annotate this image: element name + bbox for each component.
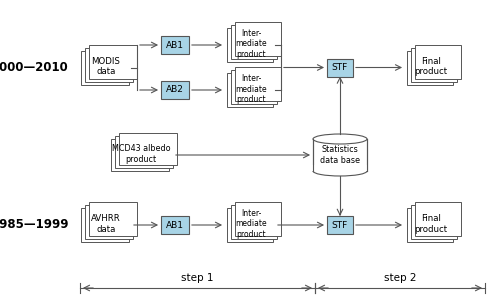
FancyBboxPatch shape [235, 202, 281, 236]
Text: STF: STF [332, 221, 348, 230]
FancyBboxPatch shape [81, 50, 129, 84]
FancyBboxPatch shape [227, 73, 273, 107]
FancyBboxPatch shape [415, 44, 461, 79]
FancyBboxPatch shape [85, 205, 133, 239]
FancyBboxPatch shape [231, 205, 277, 239]
FancyBboxPatch shape [231, 70, 277, 104]
FancyBboxPatch shape [89, 202, 137, 236]
FancyBboxPatch shape [411, 47, 457, 81]
FancyBboxPatch shape [415, 202, 461, 236]
FancyBboxPatch shape [407, 208, 453, 242]
FancyBboxPatch shape [85, 47, 133, 81]
FancyBboxPatch shape [115, 136, 173, 168]
FancyBboxPatch shape [81, 208, 129, 242]
FancyBboxPatch shape [235, 67, 281, 101]
FancyBboxPatch shape [227, 208, 273, 242]
FancyBboxPatch shape [227, 28, 273, 62]
Text: MODIS
data: MODIS data [92, 57, 120, 76]
FancyBboxPatch shape [235, 22, 281, 56]
FancyBboxPatch shape [119, 133, 177, 165]
Ellipse shape [313, 166, 367, 176]
FancyBboxPatch shape [161, 216, 189, 234]
FancyBboxPatch shape [411, 205, 457, 239]
Text: step 2: step 2 [384, 273, 416, 283]
FancyBboxPatch shape [231, 25, 277, 59]
Text: Inter-
mediate
product: Inter- mediate product [235, 209, 267, 239]
Text: Inter-
mediate
product: Inter- mediate product [235, 29, 267, 59]
Text: Final
product: Final product [414, 214, 448, 234]
FancyBboxPatch shape [327, 58, 353, 76]
FancyBboxPatch shape [89, 44, 137, 79]
FancyBboxPatch shape [313, 139, 367, 171]
FancyBboxPatch shape [312, 165, 368, 171]
FancyBboxPatch shape [407, 50, 453, 84]
FancyBboxPatch shape [327, 216, 353, 234]
Text: 2000—2010: 2000—2010 [0, 61, 68, 74]
FancyBboxPatch shape [161, 81, 189, 99]
Ellipse shape [313, 134, 367, 144]
Text: Inter-
mediate
product: Inter- mediate product [235, 74, 267, 104]
Text: step 1: step 1 [181, 273, 214, 283]
Text: AB1: AB1 [166, 40, 184, 50]
Text: STF: STF [332, 63, 348, 72]
Text: 1985—1999: 1985—1999 [0, 218, 69, 232]
Text: Final
product: Final product [414, 57, 448, 76]
FancyBboxPatch shape [161, 36, 189, 54]
Text: MCD43 albedo
product: MCD43 albedo product [112, 144, 170, 164]
Text: Statistics
data base: Statistics data base [320, 145, 360, 165]
Text: AB2: AB2 [166, 85, 184, 95]
FancyBboxPatch shape [111, 139, 169, 171]
Text: AB1: AB1 [166, 221, 184, 230]
Text: AVHRR
data: AVHRR data [91, 214, 121, 234]
